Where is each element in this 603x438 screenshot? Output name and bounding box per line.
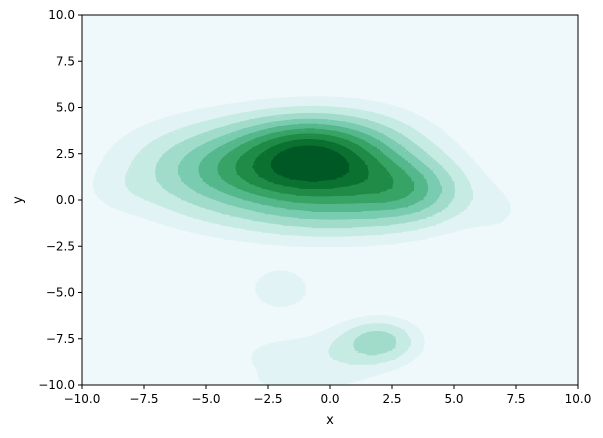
- y-tick-label: 10.0: [48, 8, 75, 22]
- x-tick-label: −5.0: [191, 392, 220, 406]
- y-tick-label: −7.5: [46, 332, 75, 346]
- y-tick-label: 0.0: [56, 193, 75, 207]
- density-contour-3: [154, 112, 456, 355]
- density-level-9: [271, 146, 349, 182]
- y-axis-label: y: [11, 196, 26, 204]
- density-contour-1: [93, 96, 511, 385]
- y-tick-label: −10.0: [38, 378, 75, 392]
- x-tick-label: 5.0: [444, 392, 463, 406]
- x-tick-label: −10.0: [64, 392, 101, 406]
- density-contour-4: [178, 118, 442, 220]
- density-contours: [93, 96, 511, 385]
- x-axis-ticks: −10.0 −7.5 −5.0 −2.5 0.0 2.5 5.0 7.5 10.0: [64, 385, 592, 406]
- x-tick-label: 2.5: [382, 392, 401, 406]
- density-contour-6: [217, 128, 414, 204]
- y-tick-label: −2.5: [46, 239, 75, 253]
- x-tick-label: −2.5: [253, 392, 282, 406]
- y-tick-label: 7.5: [56, 54, 75, 68]
- density-contour-7: [235, 133, 394, 197]
- x-tick-label: 10.0: [565, 392, 592, 406]
- x-tick-label: 7.5: [506, 392, 525, 406]
- y-axis-ticks: −10.0 −7.5 −5.0 −2.5 0.0 2.5 5.0 7.5 10.0: [38, 8, 82, 392]
- y-tick-label: 2.5: [56, 147, 75, 161]
- density-contour-2: [124, 105, 473, 365]
- y-tick-label: 5.0: [56, 101, 75, 115]
- x-axis-label: x: [326, 413, 334, 428]
- y-tick-label: −5.0: [46, 286, 75, 300]
- density-contour-5: [198, 123, 429, 212]
- x-tick-label: 0.0: [320, 392, 339, 406]
- density-contour-9: [270, 145, 350, 182]
- density-contour-8: [253, 139, 369, 189]
- x-tick-label: −7.5: [129, 392, 158, 406]
